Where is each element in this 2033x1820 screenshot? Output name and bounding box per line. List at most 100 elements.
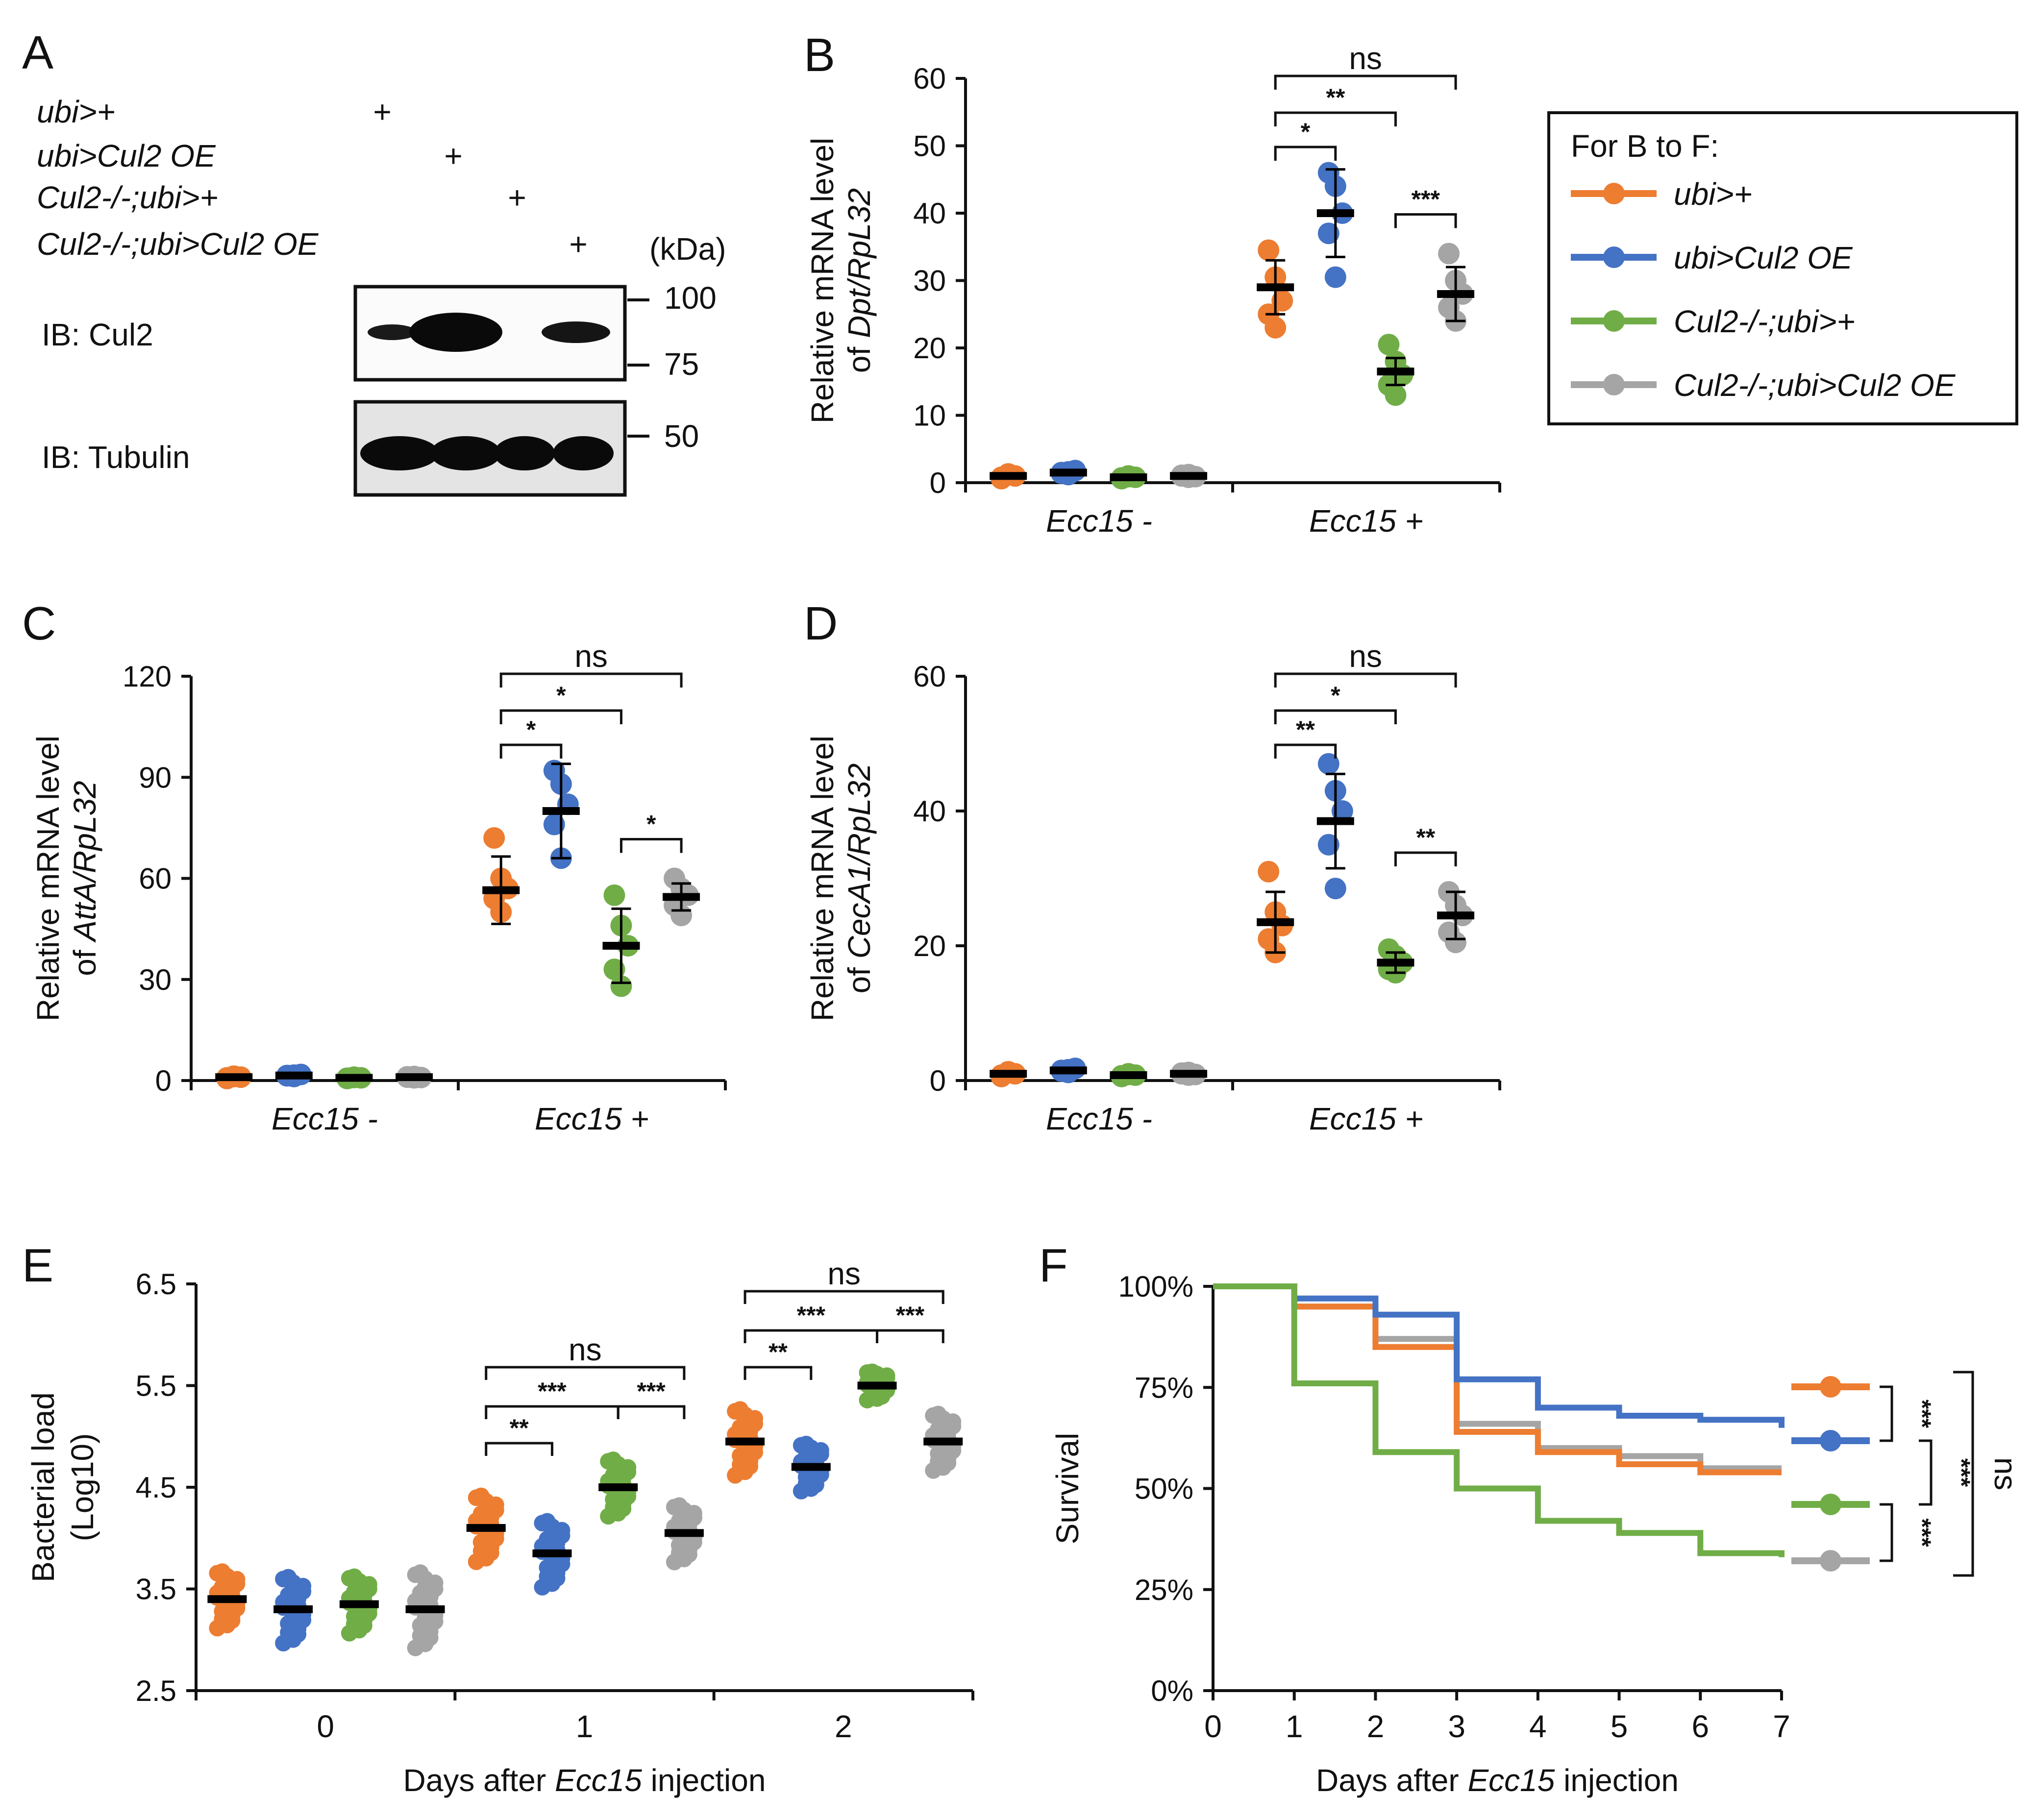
x-category-label: 2: [835, 1709, 852, 1744]
kda-label: (kDa): [649, 231, 726, 267]
significance-label: *: [526, 716, 536, 743]
data-point: [487, 1501, 504, 1519]
survival-legend-marker: [1820, 1494, 1841, 1515]
survival-legend-marker: [1820, 1550, 1841, 1572]
data-point: [468, 1489, 485, 1506]
y-tick-label: 40: [913, 795, 946, 828]
survival-legend-marker: [1820, 1376, 1841, 1398]
data-point: [1258, 861, 1280, 883]
plus-lane-4: +: [569, 226, 587, 262]
y-tick-label: 60: [139, 862, 172, 895]
y-tick-label: 0: [930, 1064, 946, 1097]
significance-label: ***: [1909, 1518, 1936, 1547]
data-point: [1378, 334, 1400, 356]
data-point: [295, 1583, 312, 1600]
data-point: [275, 1571, 292, 1588]
y-axis-label: Relative mRNA level: [30, 736, 66, 1021]
data-point: [214, 1610, 231, 1627]
panel-e-chart: E 2.5 3.5 4.5 5.5 6.5 0 1 2 Days after Ecc15 inje…: [22, 1239, 974, 1798]
panel-c-letter: C: [22, 597, 56, 650]
data-point: [553, 1527, 570, 1544]
genotype-cul2oe: ubi>Cul2 OE: [37, 138, 216, 173]
significance-label: ns: [1349, 41, 1382, 76]
survival-curve: [1213, 1283, 1785, 1557]
data-point: [797, 1475, 815, 1492]
significance-bracket: [1274, 743, 1337, 759]
significance-label: ***: [1412, 186, 1440, 213]
data-point: [1317, 753, 1339, 775]
y-tick-label: 60: [913, 62, 946, 95]
data-point: [930, 1453, 947, 1470]
significance-label: ns: [827, 1256, 861, 1291]
data-point: [1264, 317, 1287, 339]
cul2-blot: [353, 285, 627, 382]
y-tick-label: 90: [139, 761, 172, 794]
y-tick-label: 2.5: [136, 1674, 176, 1707]
significance-bracket: [744, 1366, 813, 1380]
significance-bracket: [1274, 672, 1457, 688]
data-point: [603, 884, 625, 906]
y-tick-label: 6.5: [136, 1268, 176, 1301]
x-category-label: Ecc15 +: [1309, 1101, 1423, 1136]
plus-lane-2: +: [444, 138, 462, 173]
significance-label: *: [1301, 118, 1311, 146]
panel-a-letter: A: [22, 26, 53, 79]
data-point: [1324, 878, 1346, 900]
significance-label: *: [1331, 682, 1340, 709]
significance-label: **: [1326, 84, 1345, 111]
data-point: [539, 1568, 556, 1585]
y-tick-label: 4.5: [136, 1471, 176, 1504]
data-point: [603, 959, 625, 981]
y-tick-label: 30: [139, 963, 172, 996]
data-point: [1385, 384, 1407, 406]
significance-label: ***: [1909, 1400, 1936, 1428]
significance-label: **: [1416, 824, 1435, 851]
legend-entry-ubi: ubi>+: [1674, 176, 1752, 212]
significance-bracket: [1880, 1503, 1893, 1562]
significance-label: ***: [896, 1302, 925, 1329]
y-axis-label-unit: (Log10): [65, 1433, 100, 1542]
y-tick-label: 3.5: [136, 1573, 176, 1606]
data-point: [666, 1499, 683, 1516]
legend: For B to F: ubi>+ ubi>Cul2 OE Cul2-/-;ub…: [1547, 111, 2018, 425]
y-tick-label: 120: [123, 660, 172, 693]
panel-a: A ubi>+ ubi>Cul2 OE Cul2-/-;ubi>+ Cul2-/…: [22, 26, 726, 497]
x-tick-label: 7: [1773, 1709, 1790, 1744]
y-axis-label: Relative mRNA level: [805, 138, 840, 423]
data-point: [472, 1543, 490, 1560]
significance-bracket: [1274, 146, 1337, 161]
x-axis-label: Days after Ecc15 injection: [1316, 1763, 1679, 1798]
data-point: [600, 1453, 617, 1470]
y-tick-label: 0: [930, 467, 946, 499]
significance-label: ***: [637, 1377, 666, 1405]
y-tick-label: 30: [913, 265, 946, 297]
significance-label: ***: [538, 1377, 567, 1405]
y-tick-label: 20: [913, 332, 946, 365]
y-axis-label-gene: of AttA/RpL32: [67, 781, 102, 976]
panel-f-chart: F 0% 25% 50% 75% 100% 0 1 2 3 4 5 6 7 Days after Ecc15…: [1039, 1239, 2023, 1798]
significance-label: ns: [574, 639, 608, 674]
panel-d-letter: D: [804, 597, 838, 650]
y-axis-label-gene: of Dpt/RpL32: [842, 188, 877, 373]
data-point: [1317, 834, 1339, 856]
x-tick-label: 3: [1448, 1709, 1465, 1744]
marker-50: 50: [664, 418, 699, 454]
significance-bracket: [620, 838, 683, 853]
data-point: [793, 1437, 810, 1454]
significance-label: ns: [1349, 639, 1382, 674]
data-point: [1317, 222, 1339, 245]
y-tick-label: 10: [913, 399, 946, 432]
data-point: [605, 1499, 622, 1516]
significance-bracket: [744, 1290, 944, 1304]
y-tick-label: 50: [913, 130, 946, 163]
y-tick-label: 0: [155, 1064, 172, 1097]
y-axis-label: Survival: [1050, 1433, 1085, 1545]
significance-label: *: [646, 811, 656, 838]
x-tick-label: 1: [1286, 1709, 1303, 1744]
plus-lane-3: +: [508, 180, 526, 215]
marker-75: 75: [664, 346, 699, 382]
legend-title: For B to F:: [1571, 128, 1719, 164]
significance-label: **: [1296, 716, 1315, 743]
y-tick-label: 50%: [1135, 1473, 1193, 1505]
legend-entry-cul2oe: ubi>Cul2 OE: [1674, 240, 1853, 275]
